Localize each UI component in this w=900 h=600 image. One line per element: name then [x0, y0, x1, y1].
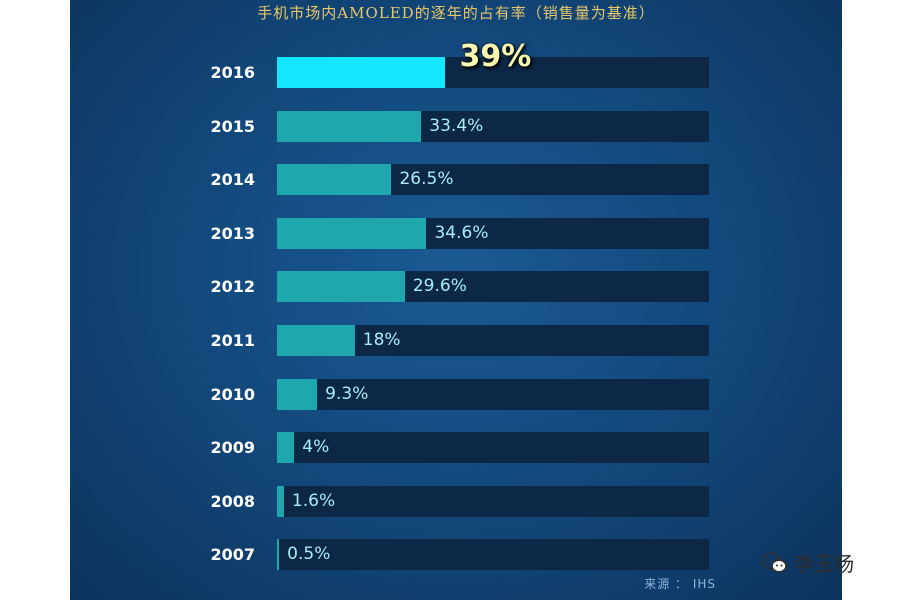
- bar-2013: [277, 217, 427, 249]
- bar-2012: [277, 271, 405, 303]
- bar-2008: [277, 485, 284, 517]
- chart-title: 手机市场内AMOLED的逐年的占有率（销售量为基准）: [257, 4, 655, 22]
- value-label-2009: 4%: [302, 437, 330, 458]
- watermark: 李玉杨: [760, 548, 854, 577]
- value-label-2016: 39%: [459, 39, 532, 74]
- bar-2010: [277, 378, 318, 410]
- bar-track: [277, 485, 709, 517]
- year-label: 2010: [210, 384, 255, 404]
- year-label: 2008: [210, 491, 255, 511]
- bar-2014: [277, 164, 392, 196]
- value-label-2011: 18%: [362, 330, 401, 350]
- value-label-2015: 33.4%: [429, 115, 484, 136]
- value-label-2007: 0.5%: [287, 544, 331, 565]
- year-label: 2007: [210, 545, 255, 565]
- bar-chart: 2016 39% 2015 33.4% 2014 26.5% 2013 34.6% 2012 29…: [70, 0, 842, 600]
- year-label: 2009: [210, 438, 255, 458]
- bar-track: [277, 432, 709, 464]
- bar-track: [277, 539, 709, 571]
- bar-2007: [277, 539, 280, 571]
- source-note: 来源 ： IHS: [644, 577, 716, 591]
- year-label: 2014: [210, 170, 255, 190]
- year-label: 2011: [210, 331, 255, 350]
- year-label: 2015: [210, 116, 255, 136]
- value-label-2010: 9.3%: [325, 383, 369, 404]
- watermark-text: 李玉杨: [794, 552, 854, 576]
- wechat-icon: [761, 552, 787, 573]
- bar-2009: [277, 432, 295, 464]
- bar-track: [277, 378, 709, 410]
- value-label-2013: 34.6%: [434, 222, 489, 243]
- year-label: 2012: [210, 277, 255, 297]
- year-label: 2013: [210, 223, 255, 243]
- chart-panel: 手机市场内AMOLED的逐年的占有率（销售量为基准） 2016 39% 2015 33…: [70, 0, 842, 600]
- bar-2015: [277, 110, 422, 142]
- bar-2016: [277, 57, 446, 88]
- value-label-2008: 1.6%: [291, 490, 336, 511]
- value-label-2014: 26.5%: [399, 169, 454, 190]
- value-label-2012: 29.6%: [412, 276, 467, 297]
- year-label: 2016: [210, 63, 255, 82]
- bar-2011: [277, 325, 355, 356]
